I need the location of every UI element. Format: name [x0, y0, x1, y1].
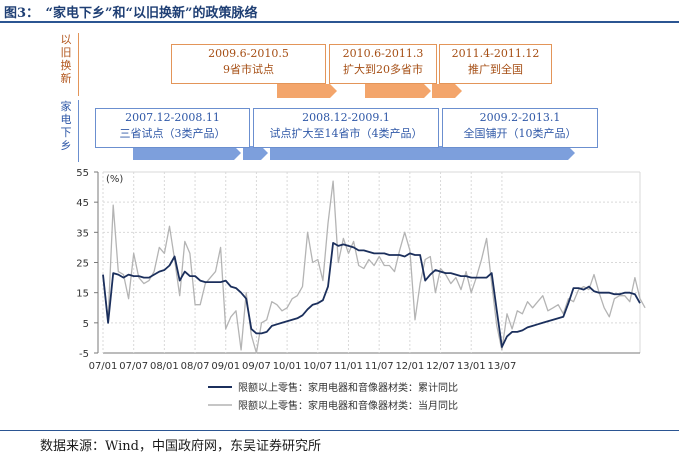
phase-period: 2008.12-2009.1 [302, 111, 390, 124]
trade-in-phase-1: 2009.6-2010.5 9省市试点 [171, 44, 326, 84]
y-tick-label: 15 [76, 289, 89, 300]
side-char: 以 [60, 33, 72, 46]
x-tick-label: 12/07 [426, 361, 455, 372]
x-tick-label: 11/07 [365, 361, 394, 372]
source-rule [0, 430, 679, 431]
chart-series [102, 180, 646, 354]
x-tick-label: 10/07 [303, 361, 332, 372]
trade-in-phase-2: 2010.6-2011.3 扩大到20多省市 [329, 44, 437, 84]
phase-desc: 三省试点（3类产品） [119, 127, 226, 140]
legend-label: 限额以上零售：家用电器和音像器材类：当月同比 [238, 399, 458, 412]
y-tick-label: -5 [79, 349, 89, 360]
rural-phase-2: 2008.12-2009.1 试点扩大至14省市（4类产品） [253, 108, 439, 148]
series-line-monthly [102, 180, 646, 354]
series-line-cumulative [102, 241, 641, 348]
side-char: 旧 [60, 46, 72, 59]
side-char: 换 [60, 59, 72, 72]
rural-phase-1: 2007.12-2008.11 三省试点（3类产品） [95, 108, 250, 148]
chart-axes: -5 5 15 25 35 45 55 07/01 07/07 08/01 08/07 09/01 09… [76, 168, 641, 372]
y-tick-label: 35 [76, 228, 89, 239]
side-char: 下 [60, 126, 72, 139]
x-tick-label: 08/07 [181, 361, 210, 372]
y-tick-label: 45 [76, 198, 89, 209]
blue-arrow-1 [133, 146, 241, 160]
title-rule [0, 21, 679, 23]
x-tick-label: 10/01 [273, 361, 302, 372]
blue-arrow-3 [270, 146, 575, 160]
x-tick-label: 07/07 [119, 361, 148, 372]
y-axis-unit-label: (%) [106, 174, 123, 185]
x-tick-label: 13/01 [457, 361, 486, 372]
phase-desc: 全国铺开（10类产品） [463, 127, 577, 140]
x-tick-label: 07/01 [89, 361, 118, 372]
rural-phase-3: 2009.2-2013.1 全国铺开（10类产品） [442, 108, 598, 148]
timeline-arrows [133, 84, 575, 160]
x-tick-label: 09/07 [242, 361, 271, 372]
phase-period: 2009.6-2010.5 [208, 47, 289, 60]
side-char: 新 [60, 72, 72, 85]
side-label-trade-in: 以 旧 换 新 [54, 33, 79, 96]
y-tick-label: 5 [83, 319, 89, 330]
phase-period: 2009.2-2013.1 [479, 111, 561, 124]
y-tick-label: 55 [76, 168, 89, 179]
x-tick-label: 13/07 [488, 361, 517, 372]
x-tick-label: 11/01 [334, 361, 363, 372]
phase-period: 2007.12-2008.11 [125, 111, 220, 124]
orange-arrow-1 [277, 84, 337, 98]
x-tick-label: 09/01 [211, 361, 240, 372]
phase-desc: 试点扩大至14省市（4类产品） [269, 127, 423, 140]
chart-legend: 限额以上零售：家用电器和音像器材类：累计同比限额以上零售：家用电器和音像器材类：… [208, 381, 458, 412]
side-label-rural: 家 电 下 乡 [54, 100, 79, 162]
phase-period: 2011.4-2011.12 [451, 47, 540, 60]
blue-arrow-2 [243, 146, 268, 160]
source-note: 数据来源：Wind，中国政府网，东吴证券研究所 [40, 439, 321, 454]
phase-desc: 9省市试点 [223, 63, 274, 76]
figure-title: 图3： “家电下乡”和“以旧换新”的政策脉络 [4, 6, 258, 21]
orange-arrow-3 [432, 84, 462, 98]
x-tick-label: 08/01 [150, 361, 179, 372]
side-char: 家 [60, 100, 72, 113]
side-char: 乡 [60, 139, 72, 152]
phase-desc: 推广到全国 [468, 63, 523, 76]
orange-arrow-2 [365, 84, 431, 98]
x-tick-label: 12/01 [395, 361, 424, 372]
y-tick-label: 25 [76, 259, 89, 270]
side-char: 电 [60, 113, 72, 126]
phase-desc: 扩大到20多省市 [343, 63, 423, 76]
legend-label: 限额以上零售：家用电器和音像器材类：累计同比 [238, 381, 458, 394]
phase-period: 2010.6-2011.3 [342, 47, 424, 60]
trade-in-phase-3: 2011.4-2011.12 推广到全国 [439, 44, 552, 84]
